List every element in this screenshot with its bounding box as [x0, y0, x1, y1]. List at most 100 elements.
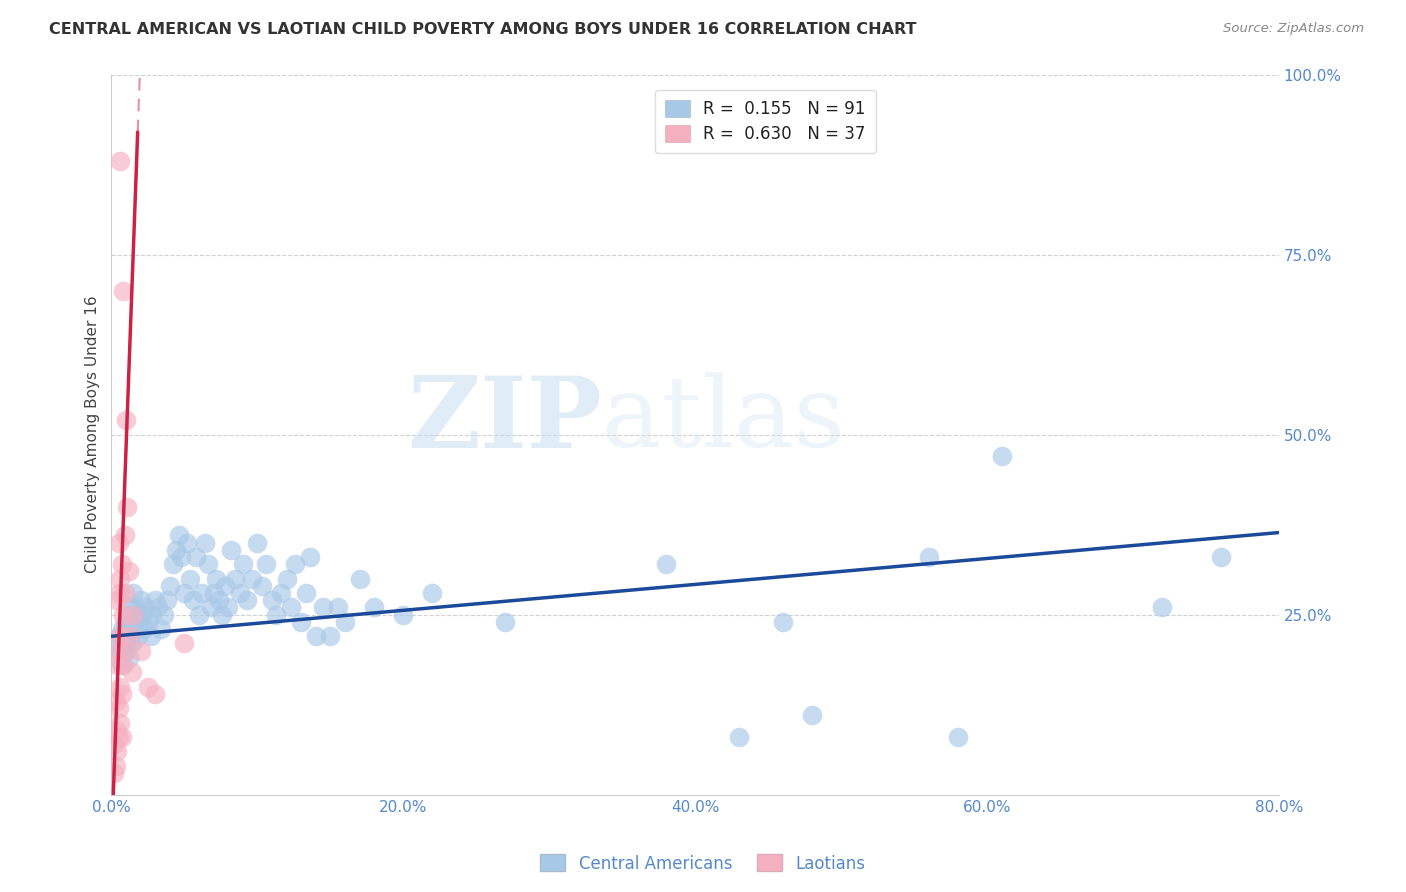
Point	[170, 549, 193, 564]
Point	[240, 572, 263, 586]
Point	[107, 535, 129, 549]
Point	[105, 658, 128, 673]
Point	[134, 600, 156, 615]
Point	[103, 766, 125, 780]
Point	[1152, 600, 1174, 615]
Point	[104, 694, 127, 708]
Point	[121, 665, 143, 680]
Point	[260, 593, 283, 607]
Legend: R =  0.155   N = 91, R =  0.630   N = 37: R = 0.155 N = 91, R = 0.630 N = 37	[655, 90, 876, 153]
Point	[173, 586, 195, 600]
Point	[108, 715, 131, 730]
Point	[494, 615, 516, 629]
Point	[219, 542, 242, 557]
Point	[294, 586, 316, 600]
Point	[117, 622, 139, 636]
Point	[141, 607, 163, 622]
Point	[127, 629, 149, 643]
Point	[208, 593, 231, 607]
Point	[108, 153, 131, 168]
Point	[422, 586, 444, 600]
Point	[156, 593, 179, 607]
Point	[111, 687, 134, 701]
Point	[205, 572, 228, 586]
Point	[105, 593, 128, 607]
Point	[191, 586, 214, 600]
Point	[104, 723, 127, 737]
Point	[143, 593, 166, 607]
Point	[125, 600, 148, 615]
Point	[655, 558, 678, 572]
Y-axis label: Child Poverty Among Boys Under 16: Child Poverty Among Boys Under 16	[86, 296, 100, 574]
Point	[184, 549, 207, 564]
Point	[108, 629, 131, 643]
Point	[107, 730, 129, 744]
Point	[120, 600, 142, 615]
Point	[122, 586, 145, 600]
Point	[118, 651, 141, 665]
Point	[103, 737, 125, 751]
Point	[122, 607, 145, 622]
Point	[266, 607, 288, 622]
Point	[305, 629, 328, 643]
Point	[270, 586, 292, 600]
Point	[114, 615, 136, 629]
Point	[1209, 549, 1232, 564]
Point	[121, 622, 143, 636]
Point	[111, 622, 134, 636]
Point	[118, 565, 141, 579]
Text: ZIP: ZIP	[406, 372, 602, 468]
Point	[120, 629, 142, 643]
Point	[176, 535, 198, 549]
Point	[124, 607, 146, 622]
Point	[107, 701, 129, 715]
Point	[312, 600, 335, 615]
Point	[121, 636, 143, 650]
Point	[276, 572, 298, 586]
Point	[167, 528, 190, 542]
Point	[132, 622, 155, 636]
Point	[115, 643, 138, 657]
Point	[114, 586, 136, 600]
Point	[214, 579, 236, 593]
Point	[107, 643, 129, 657]
Point	[990, 449, 1012, 463]
Point	[150, 622, 173, 636]
Point	[217, 600, 239, 615]
Point	[118, 607, 141, 622]
Point	[200, 600, 222, 615]
Point	[918, 549, 941, 564]
Point	[136, 615, 159, 629]
Point	[280, 600, 302, 615]
Point	[159, 579, 181, 593]
Point	[115, 643, 138, 657]
Point	[246, 535, 269, 549]
Point	[946, 730, 969, 744]
Point	[111, 658, 134, 673]
Point	[105, 651, 128, 665]
Point	[117, 500, 139, 514]
Text: atlas: atlas	[602, 372, 845, 468]
Point	[112, 658, 135, 673]
Point	[194, 535, 217, 549]
Point	[112, 607, 135, 622]
Point	[728, 730, 751, 744]
Point	[108, 572, 131, 586]
Point	[114, 636, 136, 650]
Point	[104, 759, 127, 773]
Point	[392, 607, 415, 622]
Point	[181, 593, 204, 607]
Point	[254, 558, 277, 572]
Point	[772, 615, 794, 629]
Point	[115, 629, 138, 643]
Point	[143, 687, 166, 701]
Point	[114, 528, 136, 542]
Point	[236, 593, 259, 607]
Point	[165, 542, 187, 557]
Point	[108, 643, 131, 657]
Point	[319, 629, 342, 643]
Point	[107, 629, 129, 643]
Point	[111, 730, 134, 744]
Point	[298, 549, 321, 564]
Point	[197, 558, 219, 572]
